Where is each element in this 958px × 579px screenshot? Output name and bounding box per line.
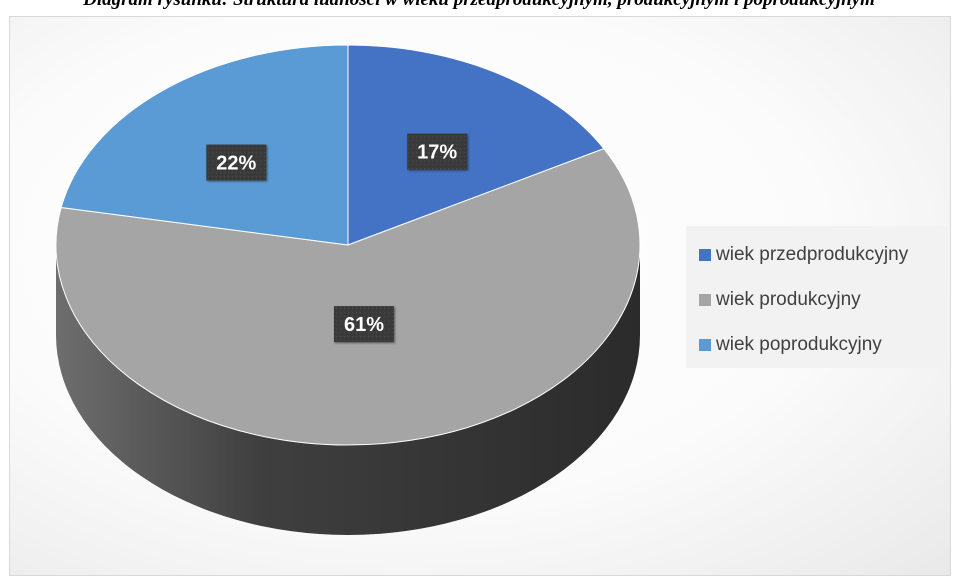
pie-side-wall [56, 245, 640, 535]
legend-swatch-przedprodukcyjny [699, 248, 711, 261]
legend-swatch-produkcyjny [699, 293, 711, 306]
legend: wiek przedprodukcyjny wiek produkcyjny w… [686, 226, 948, 368]
data-label-box-przedprodukcyjny [407, 133, 468, 170]
chart-caption: Diagram rysunku: Struktura ludności w wi… [0, 0, 958, 13]
legend-swatch-poprodukcyjny [699, 338, 711, 351]
pie-slice-produkcyjny [55, 148, 641, 446]
legend-label-przedprodukcyjny: wiek przedprodukcyjny [716, 243, 909, 265]
legend-label-poprodukcyjny: wiek poprodukcyjny [716, 333, 882, 355]
legend-item: wiek poprodukcyjny [699, 322, 948, 367]
pie-slices [55, 44, 641, 446]
pie-data-labels: 17% 61% 22% [206, 133, 468, 343]
data-label-produkcyjny: 61% [344, 314, 384, 336]
legend-label-produkcyjny: wiek produkcyjny [716, 288, 861, 310]
pie-side-surface [56, 245, 640, 535]
pie-slice-przedprodukcyjny [347, 44, 605, 246]
legend-item: wiek przedprodukcyjny [699, 232, 948, 277]
data-label-box-produkcyjny [333, 306, 394, 343]
legend-item: wiek produkcyjny [699, 277, 948, 322]
data-label-poprodukcyjny: 22% [216, 153, 256, 175]
data-label-box-poprodukcyjny [206, 144, 267, 181]
data-label-przedprodukcyjny: 17% [417, 142, 457, 164]
pie-slice-poprodukcyjny [60, 44, 349, 246]
